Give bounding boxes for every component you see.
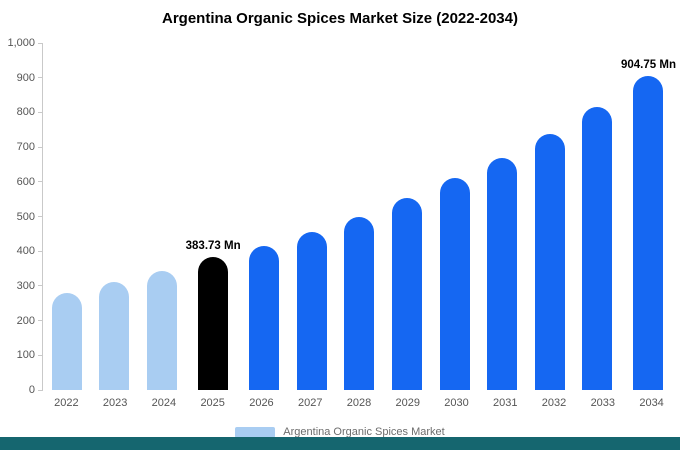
y-tick: 600 <box>17 176 43 188</box>
x-label-2028: 2028 <box>346 397 372 409</box>
bar-value-label: 383.73 Mn <box>185 239 241 252</box>
bar-2024 <box>146 271 177 390</box>
bar-2029 <box>392 198 423 390</box>
x-label-2030: 2030 <box>444 397 469 409</box>
y-tick: 300 <box>17 280 43 292</box>
bar-slot <box>91 43 139 390</box>
bar-slot <box>138 43 186 390</box>
y-tick: 100 <box>17 349 43 361</box>
x-label-2031: 2031 <box>493 397 518 409</box>
y-tick-mark <box>38 181 43 183</box>
x-label-2024: 2024 <box>151 397 177 409</box>
y-tick-label: 700 <box>16 141 35 154</box>
y-tick: 500 <box>17 211 43 223</box>
y-axis: 1,000 900 800 700 600 500 400 300 200 100 0 <box>1 37 43 396</box>
chart-title: Argentina Organic Spices Market Size (20… <box>162 10 518 27</box>
x-label-2034: 2034 <box>639 397 664 409</box>
y-tick: 700 <box>17 141 43 153</box>
bar-slot <box>43 43 91 390</box>
bar-chart: 1,000 900 800 700 600 500 400 300 200 100 0 383.73… <box>7 37 676 396</box>
y-tick-mark <box>38 42 43 44</box>
y-tick-label: 100 <box>16 349 35 362</box>
bar-2032 <box>534 134 565 390</box>
y-tick-mark <box>38 111 43 113</box>
y-tick-label: 800 <box>16 106 35 119</box>
bar-2030 <box>439 178 470 390</box>
bar-slot <box>288 43 336 390</box>
y-tick-label: 600 <box>16 175 35 188</box>
y-tick-mark <box>38 285 43 287</box>
y-tick: 1,000 <box>7 37 43 49</box>
y-tick: 400 <box>17 245 43 257</box>
x-label-2029: 2029 <box>395 397 420 409</box>
bar-2031 <box>487 157 518 390</box>
legend: Argentina Organic Spices Market <box>0 426 680 438</box>
x-label-2023: 2023 <box>102 397 128 409</box>
bar-slot <box>478 43 526 390</box>
bar-2034 <box>633 76 664 390</box>
bar-slot: 383.73 Mn <box>186 43 241 390</box>
plot-area: 383.73 Mn 904.75 Mn <box>43 43 676 390</box>
y-tick-label: 200 <box>16 314 35 327</box>
y-tick-label: 300 <box>16 279 35 292</box>
bar-slot <box>336 43 384 390</box>
y-tick-mark <box>38 216 43 217</box>
bar-2027 <box>296 232 327 390</box>
footer-strip <box>0 437 680 450</box>
bar-slot: 904.75 Mn <box>621 43 676 390</box>
bar-2025 <box>198 256 229 390</box>
legend-swatch <box>235 426 276 438</box>
x-label-2027: 2027 <box>297 397 323 409</box>
y-tick-label: 0 <box>28 384 35 396</box>
y-tick: 0 <box>29 384 43 396</box>
y-tick-mark <box>38 146 43 148</box>
y-tick-mark <box>38 389 43 391</box>
y-tick-label: 1,000 <box>7 37 35 49</box>
bar-2022 <box>51 292 82 390</box>
y-tick-label: 900 <box>16 71 35 84</box>
y-tick: 200 <box>17 315 43 327</box>
bar-2026 <box>249 245 280 390</box>
x-label-2022: 2022 <box>54 397 79 409</box>
bar-slot <box>383 43 431 390</box>
bar-slot <box>526 43 574 390</box>
y-tick-label: 400 <box>16 245 35 258</box>
bar-slot <box>573 43 621 390</box>
legend-label: Argentina Organic Spices Market <box>283 426 445 438</box>
x-label-2026: 2026 <box>249 397 274 409</box>
bar-slot <box>241 43 289 390</box>
x-axis: 2022 2023 2024 2025 2026 2027 2028 2029 2030 2031… <box>42 397 676 409</box>
x-label-2025: 2025 <box>200 397 225 409</box>
x-label-2032: 2032 <box>541 397 567 409</box>
x-label-2033: 2033 <box>590 397 616 409</box>
bar-value-label: 904.75 Mn <box>621 59 676 72</box>
y-tick-label: 500 <box>16 210 35 223</box>
y-tick-mark <box>38 320 43 322</box>
bar-2033 <box>582 107 613 390</box>
bar-2028 <box>344 216 375 390</box>
bar-2023 <box>99 282 130 390</box>
y-tick-mark <box>38 354 43 356</box>
y-tick-mark <box>38 77 43 79</box>
y-tick: 800 <box>17 106 43 118</box>
y-tick: 900 <box>17 72 43 84</box>
y-tick-mark <box>38 250 43 252</box>
bar-slot <box>431 43 479 390</box>
